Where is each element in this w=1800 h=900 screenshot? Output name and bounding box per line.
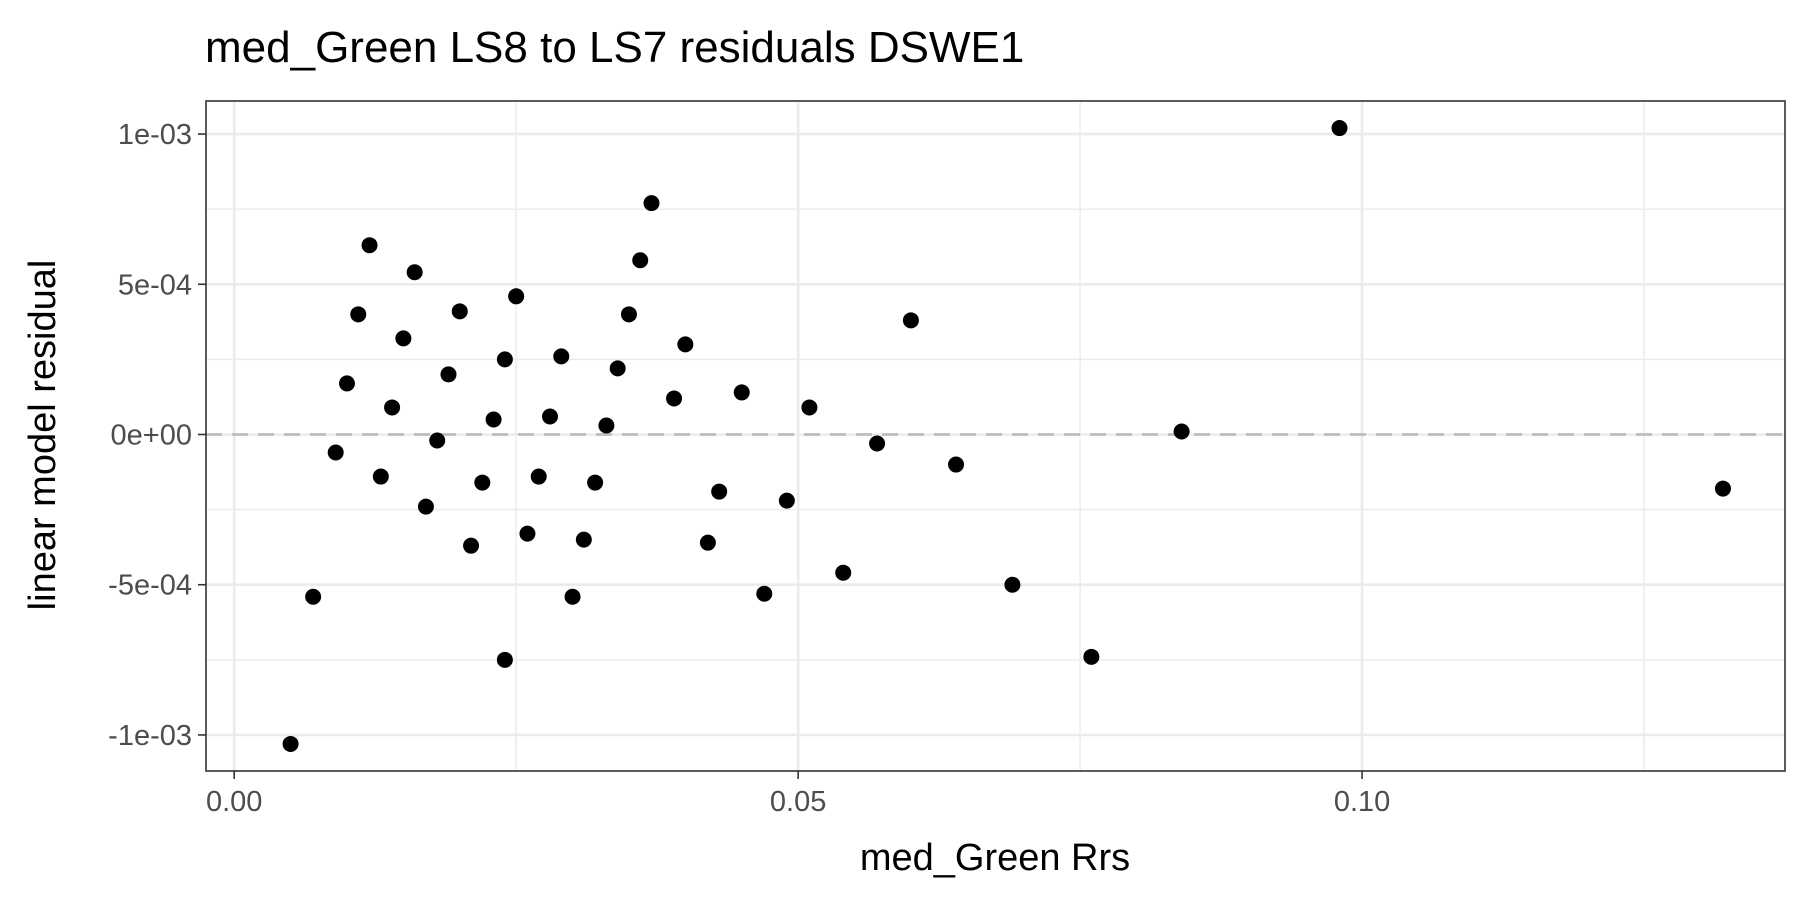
- data-point: [463, 537, 480, 554]
- y-axis-title: linear model residual: [22, 260, 64, 611]
- data-point: [677, 336, 694, 353]
- data-point: [948, 456, 965, 473]
- data-point: [496, 351, 513, 368]
- data-point: [496, 651, 513, 668]
- data-point: [869, 435, 886, 452]
- gridlines: [206, 101, 1785, 771]
- y-tick-label: 0e+00: [111, 419, 192, 451]
- data-point: [643, 195, 660, 212]
- data-point: [733, 384, 750, 401]
- data-point: [508, 288, 525, 305]
- data-point: [372, 468, 389, 485]
- data-point: [440, 366, 457, 383]
- data-point: [384, 399, 401, 416]
- x-axis-title: med_Green Rrs: [860, 837, 1130, 879]
- data-point: [361, 237, 378, 254]
- data-point: [902, 312, 919, 329]
- x-tick-label: 0.05: [770, 786, 826, 818]
- data-point: [395, 330, 412, 347]
- data-point: [485, 411, 502, 428]
- x-axis-ticks: 0.00 0.05 0.10: [206, 771, 1390, 818]
- data-point: [801, 399, 818, 416]
- data-point: [530, 468, 547, 485]
- data-point: [474, 474, 491, 491]
- data-point: [519, 525, 536, 542]
- data-point: [1004, 576, 1021, 593]
- data-point: [575, 531, 592, 548]
- data-point: [598, 417, 615, 434]
- data-point: [541, 408, 558, 425]
- data-point: [666, 390, 683, 407]
- data-point: [429, 432, 446, 449]
- chart-title: med_Green LS8 to LS7 residuals DSWE1: [205, 23, 1024, 72]
- data-point: [587, 474, 604, 491]
- data-point: [756, 585, 773, 602]
- data-point: [553, 348, 570, 365]
- data-point: [609, 360, 626, 377]
- data-point: [1331, 120, 1348, 137]
- y-tick-label: 1e-03: [118, 119, 192, 151]
- y-tick-label: 5e-04: [118, 269, 192, 301]
- data-points: [282, 120, 1731, 752]
- data-point: [564, 588, 581, 605]
- data-point: [1173, 423, 1190, 440]
- data-point: [699, 534, 716, 551]
- data-point: [338, 375, 355, 392]
- data-point: [620, 306, 637, 323]
- data-point: [451, 303, 468, 320]
- y-tick-label: -1e-03: [108, 720, 192, 752]
- data-point: [1714, 480, 1731, 497]
- data-point: [835, 564, 852, 581]
- data-point: [406, 264, 423, 281]
- data-point: [778, 492, 795, 509]
- y-axis-ticks: 1e-03 5e-04 0e+00 -5e-04 -1e-03: [108, 119, 206, 752]
- data-point: [417, 498, 434, 515]
- data-point: [350, 306, 367, 323]
- x-tick-label: 0.10: [1334, 786, 1390, 818]
- data-point: [711, 483, 728, 500]
- x-tick-label: 0.00: [206, 786, 262, 818]
- panel-border: [205, 100, 1786, 772]
- data-point: [632, 252, 649, 269]
- data-point: [282, 735, 299, 752]
- data-point: [1083, 648, 1100, 665]
- data-point: [305, 588, 322, 605]
- y-tick-label: -5e-04: [108, 570, 192, 602]
- data-point: [327, 444, 344, 461]
